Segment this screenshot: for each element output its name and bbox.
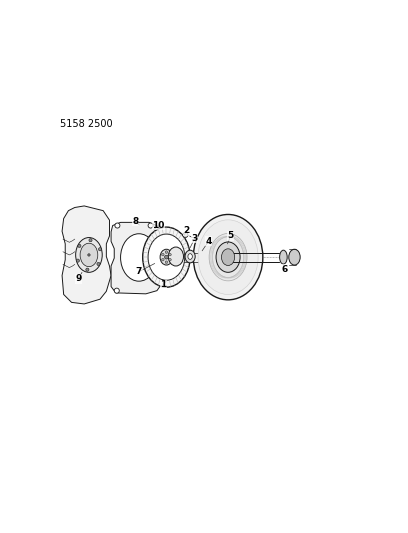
Circle shape xyxy=(76,259,80,262)
Ellipse shape xyxy=(160,249,173,265)
Ellipse shape xyxy=(279,250,287,264)
Circle shape xyxy=(97,262,100,265)
Ellipse shape xyxy=(216,242,240,272)
Ellipse shape xyxy=(148,234,185,280)
Circle shape xyxy=(169,259,171,261)
Ellipse shape xyxy=(222,249,235,265)
Circle shape xyxy=(157,232,163,238)
Circle shape xyxy=(162,259,164,261)
Ellipse shape xyxy=(121,234,157,281)
Text: 4: 4 xyxy=(205,237,212,246)
Circle shape xyxy=(88,254,90,256)
Text: 7: 7 xyxy=(136,267,142,276)
Circle shape xyxy=(183,232,188,238)
Ellipse shape xyxy=(188,254,192,260)
Circle shape xyxy=(165,251,168,253)
Text: 9: 9 xyxy=(75,274,82,283)
Circle shape xyxy=(86,268,89,271)
Text: 10: 10 xyxy=(152,221,165,230)
Text: 3: 3 xyxy=(192,233,198,243)
Text: 6: 6 xyxy=(281,265,288,273)
Polygon shape xyxy=(62,206,111,304)
Ellipse shape xyxy=(80,243,98,266)
Circle shape xyxy=(115,223,120,228)
Circle shape xyxy=(114,288,119,293)
Ellipse shape xyxy=(193,214,263,300)
Text: 5: 5 xyxy=(228,231,234,240)
Text: 8: 8 xyxy=(133,216,139,225)
Polygon shape xyxy=(111,222,163,294)
Circle shape xyxy=(78,244,81,247)
Ellipse shape xyxy=(209,233,247,281)
Ellipse shape xyxy=(185,250,195,263)
Ellipse shape xyxy=(143,227,190,287)
Circle shape xyxy=(98,248,102,251)
Ellipse shape xyxy=(75,238,102,272)
Text: 1: 1 xyxy=(160,280,166,289)
Circle shape xyxy=(148,223,153,228)
Text: 2: 2 xyxy=(183,226,189,235)
Circle shape xyxy=(165,261,168,263)
Circle shape xyxy=(157,278,163,283)
Text: 5158 2500: 5158 2500 xyxy=(60,119,113,129)
Circle shape xyxy=(89,239,92,242)
Ellipse shape xyxy=(289,249,300,265)
Circle shape xyxy=(162,253,164,256)
Ellipse shape xyxy=(169,247,184,266)
Circle shape xyxy=(169,253,171,256)
Circle shape xyxy=(164,255,169,259)
Ellipse shape xyxy=(198,220,258,294)
